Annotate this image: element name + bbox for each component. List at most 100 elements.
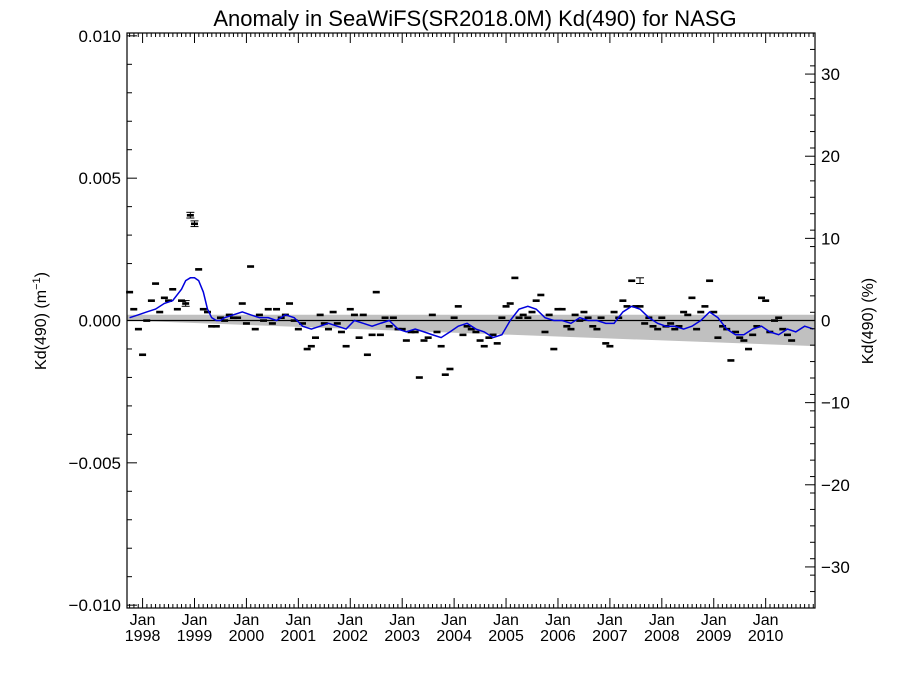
anomaly-marker bbox=[238, 302, 246, 305]
anomaly-marker bbox=[402, 339, 410, 342]
anomaly-marker bbox=[372, 290, 380, 294]
x-tick-label-year: 2007 bbox=[592, 628, 628, 645]
y-axis-label-right: Kd(490) (%) bbox=[860, 278, 877, 364]
x-tick-label-month: Jan bbox=[701, 612, 727, 629]
anomaly-marker bbox=[571, 313, 579, 317]
anomaly-marker bbox=[268, 322, 276, 325]
anomaly-marker bbox=[719, 324, 727, 328]
anomaly-marker bbox=[437, 344, 445, 348]
smoothed-line bbox=[129, 277, 814, 339]
anomaly-marker bbox=[229, 316, 237, 320]
anomaly-marker bbox=[697, 310, 705, 314]
y2-tick-label: 0 bbox=[821, 312, 830, 331]
anomaly-marker bbox=[359, 313, 367, 317]
anomaly-marker bbox=[580, 310, 588, 314]
anomaly-marker bbox=[368, 333, 376, 337]
chart-title: Anomaly in SeaWiFS(SR2018.0M) Kd(490) fo… bbox=[213, 6, 736, 31]
anomaly-marker bbox=[286, 302, 294, 305]
y2-tick-label: −30 bbox=[821, 558, 850, 577]
x-tick-label-year: 2005 bbox=[488, 628, 524, 645]
anomaly-marker bbox=[165, 299, 173, 302]
y-tick-label: −0.010 bbox=[69, 596, 121, 615]
anomaly-marker bbox=[346, 307, 354, 311]
anomaly-marker bbox=[628, 279, 636, 283]
anomaly-marker bbox=[199, 307, 207, 311]
y2-tick-label: 20 bbox=[821, 147, 840, 166]
anomaly-marker bbox=[476, 339, 484, 342]
anomaly-marker bbox=[749, 333, 757, 337]
anomaly-marker bbox=[758, 296, 766, 300]
anomaly-marker bbox=[152, 282, 160, 285]
anomaly-marker bbox=[554, 307, 562, 311]
anomaly-marker bbox=[558, 307, 566, 311]
anomaly-marker bbox=[671, 327, 679, 331]
anomaly-marker bbox=[649, 324, 657, 328]
trend-band-layer bbox=[127, 314, 815, 347]
anomaly-marker bbox=[428, 313, 436, 317]
anomaly-marker bbox=[489, 333, 497, 337]
x-tick-label-year: 2001 bbox=[281, 628, 317, 645]
y-axis-label-left-base: Kd(490) (m bbox=[33, 290, 50, 370]
anomaly-marker bbox=[329, 310, 337, 314]
anomaly-marker bbox=[736, 336, 744, 339]
anomaly-marker bbox=[467, 327, 475, 331]
anomaly-marker bbox=[264, 307, 272, 311]
y-axis-label-left-end: ) bbox=[33, 272, 50, 277]
x-tick-label-month: Jan bbox=[493, 612, 519, 629]
anomaly-marker bbox=[389, 316, 397, 320]
x-tick-label-month: Jan bbox=[441, 612, 467, 629]
anomaly-marker bbox=[143, 319, 151, 322]
y-axis-label-left-sup: −1 bbox=[31, 277, 43, 290]
x-tick-label-year: 2002 bbox=[332, 628, 368, 645]
anomaly-marker bbox=[584, 316, 592, 320]
anomaly-marker bbox=[454, 305, 462, 308]
anomaly-marker bbox=[303, 347, 311, 351]
anomaly-marker bbox=[636, 305, 644, 308]
anomaly-marker bbox=[519, 313, 527, 317]
x-tick-label-month: Jan bbox=[389, 612, 415, 629]
y-axis-label-left: Kd(490) (m−1) bbox=[31, 272, 50, 370]
anomaly-marker bbox=[753, 324, 761, 328]
anomaly-marker bbox=[684, 313, 692, 317]
anomaly-marker bbox=[221, 319, 229, 322]
anomaly-marker bbox=[324, 327, 332, 331]
anomaly-marker bbox=[242, 322, 250, 325]
anomaly-marker bbox=[139, 353, 147, 357]
anomaly-marker bbox=[762, 299, 770, 302]
anomaly-marker bbox=[524, 316, 532, 320]
anomaly-marker bbox=[745, 347, 753, 351]
anomaly-marker bbox=[225, 313, 233, 317]
y2-tick-label: 10 bbox=[821, 229, 840, 248]
y-tick-label: 0.010 bbox=[78, 27, 121, 46]
anomaly-marker bbox=[320, 322, 328, 325]
anomaly-marker bbox=[593, 327, 601, 331]
x-tick-label-year: 2010 bbox=[748, 628, 784, 645]
x-tick-label-month: Jan bbox=[337, 612, 363, 629]
anomaly-marker bbox=[316, 313, 324, 317]
anomaly-marker bbox=[506, 302, 514, 305]
anomaly-marker bbox=[299, 322, 307, 325]
anomaly-marker bbox=[688, 296, 696, 300]
anomaly-marker bbox=[342, 344, 350, 348]
anomaly-marker bbox=[606, 344, 614, 348]
anomaly-marker bbox=[706, 279, 714, 283]
anomaly-marker bbox=[433, 330, 441, 334]
x-tick-label-year: 2008 bbox=[644, 628, 680, 645]
anomaly-marker bbox=[169, 287, 177, 291]
anomaly-marker bbox=[770, 319, 778, 322]
anomaly-marker bbox=[398, 327, 406, 331]
x-tick-label-year: 2004 bbox=[436, 628, 472, 645]
y-tick-label: 0.000 bbox=[78, 312, 121, 331]
anomaly-marker bbox=[294, 327, 302, 331]
anomaly-marker bbox=[385, 324, 393, 328]
anomaly-markers bbox=[126, 213, 796, 379]
x-tick-label-month: Jan bbox=[130, 612, 156, 629]
anomaly-marker bbox=[130, 307, 138, 311]
anomaly-marker bbox=[407, 330, 415, 334]
anomaly-marker bbox=[376, 333, 384, 337]
anomaly-marker bbox=[701, 305, 709, 308]
anomaly-marker bbox=[779, 327, 787, 331]
anomaly-marker bbox=[602, 342, 610, 345]
anomaly-marker bbox=[203, 310, 211, 314]
